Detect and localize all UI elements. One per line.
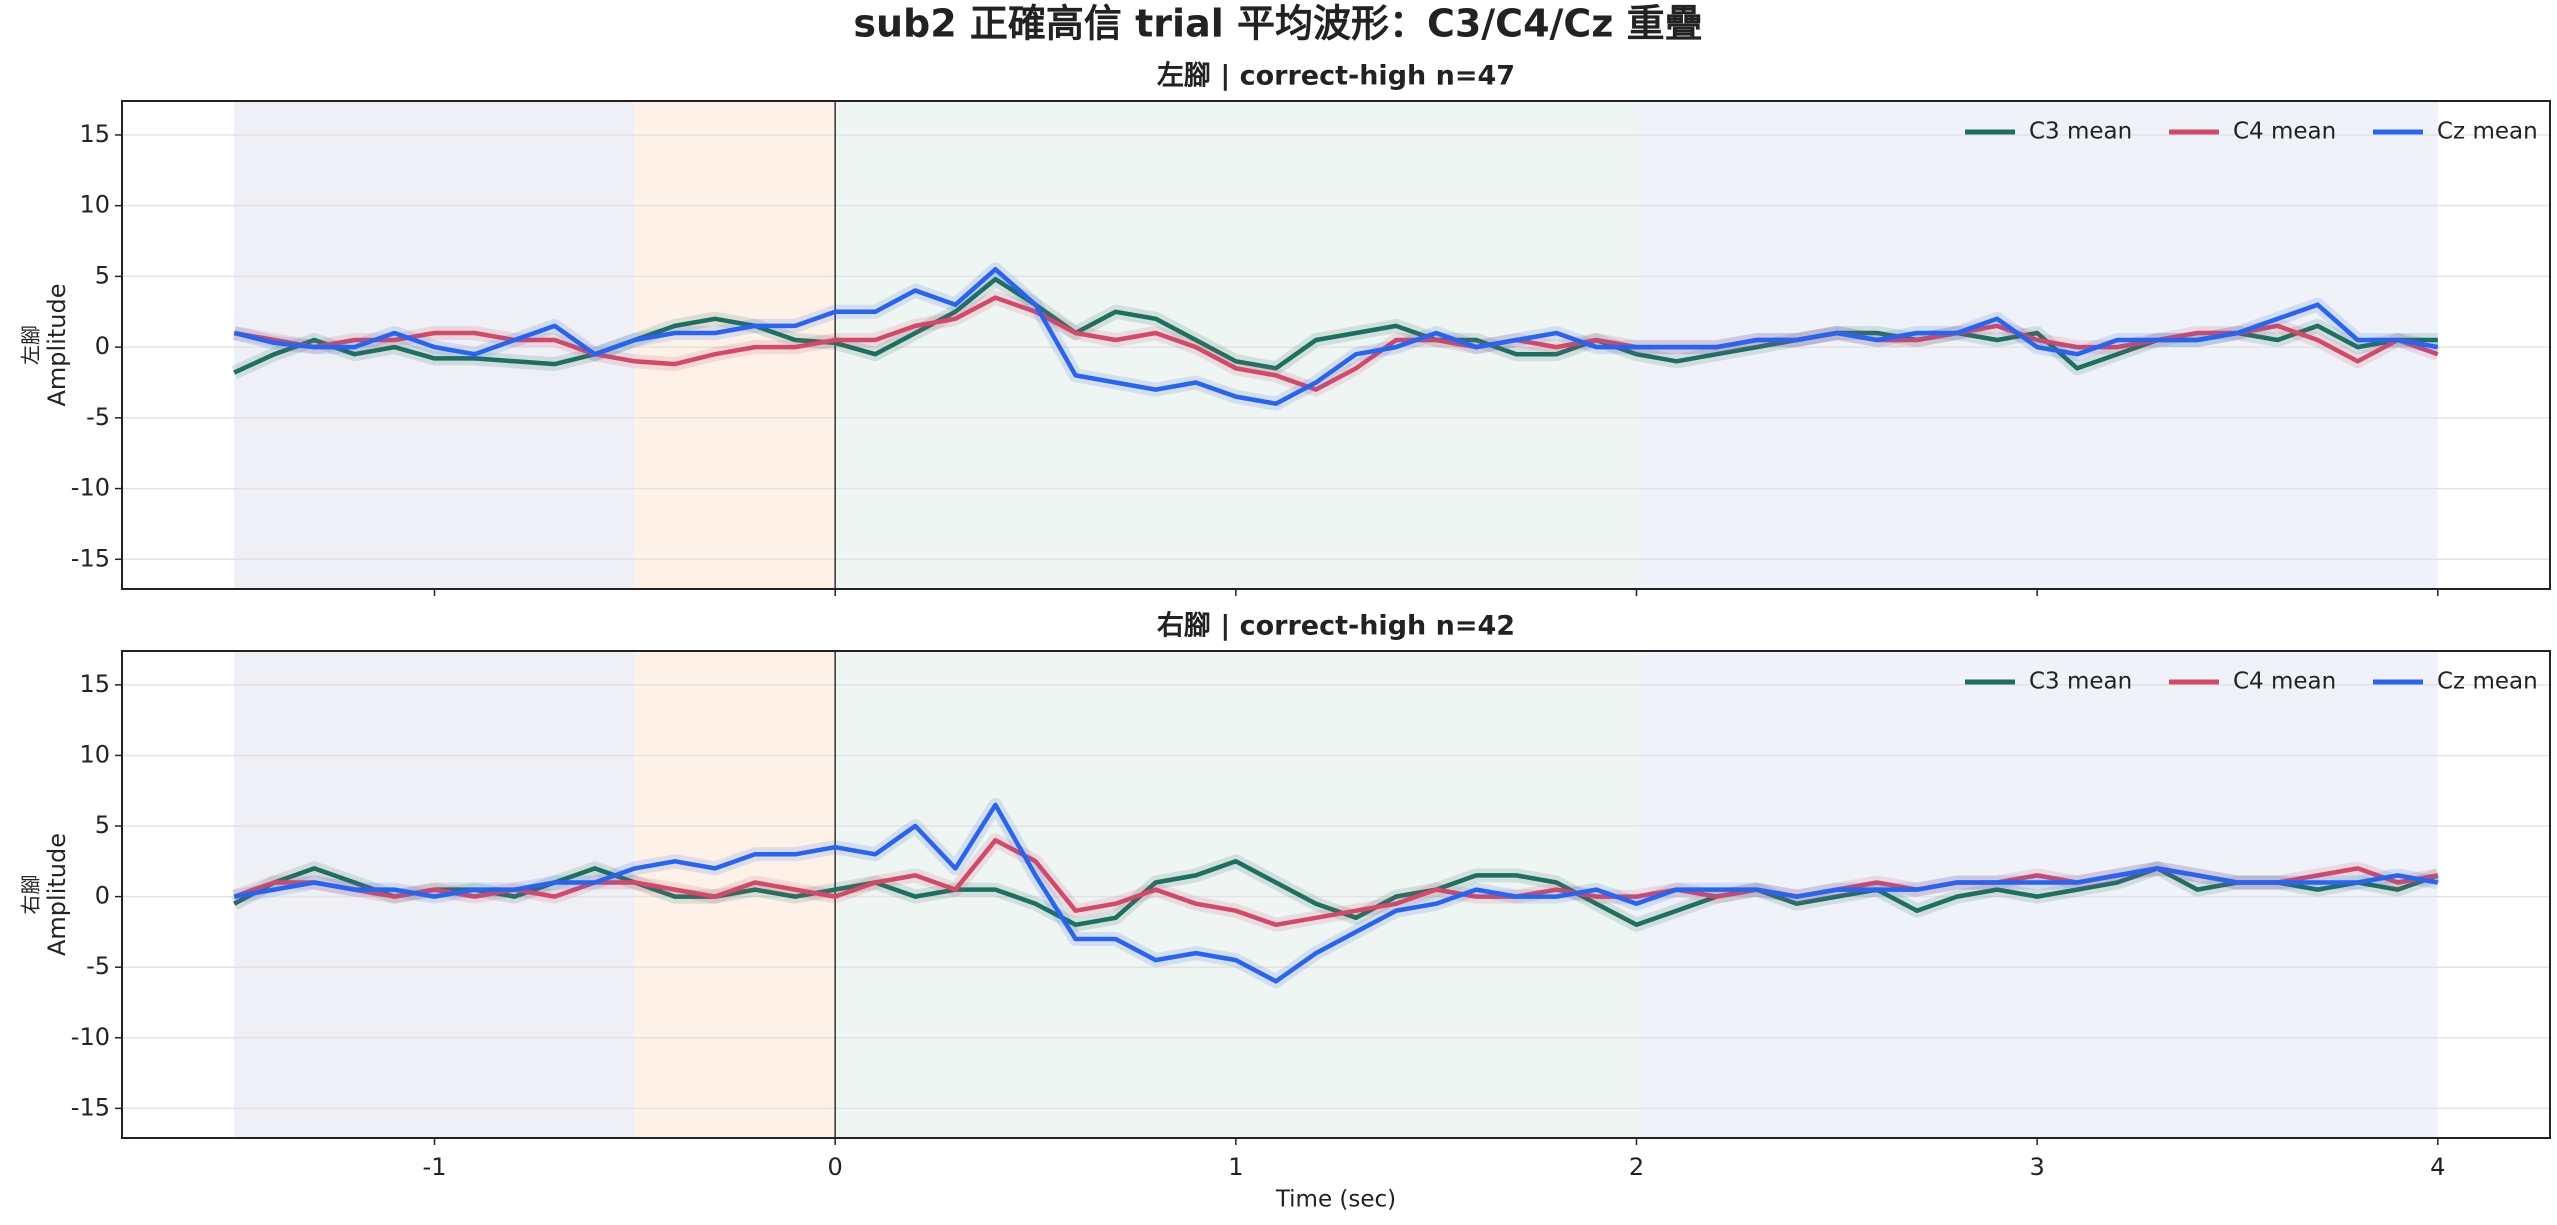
legend-label: Cz mean	[2437, 119, 2538, 145]
x-tick-label: 3	[2030, 1153, 2045, 1181]
y-tick-label: 5	[95, 811, 110, 839]
legend-label: C4 mean	[2233, 669, 2336, 695]
series-line	[233, 295, 2439, 392]
y-tick-label: -10	[71, 474, 110, 502]
x-tick-label: 2	[1629, 1153, 1644, 1181]
y-tick-label: 15	[79, 670, 110, 698]
series-line	[233, 802, 2439, 984]
plot-frame	[121, 100, 2551, 590]
legend-label: C3 mean	[2029, 669, 2132, 695]
x-tick-label: -1	[423, 1153, 447, 1181]
y-tick-label: 10	[79, 740, 110, 768]
y-tick-label: -10	[71, 1023, 110, 1051]
x-tick-label: 1	[1228, 1153, 1243, 1181]
y-tick-label: 0	[95, 882, 110, 910]
subplot-title: 左腳 | correct-high n=47	[1157, 61, 1515, 92]
y-axis-label: Amplitude	[43, 284, 71, 407]
legend-label: C3 mean	[2029, 119, 2132, 145]
series-line	[233, 859, 2439, 928]
y-tick-label: -5	[86, 952, 110, 980]
legend-label: Cz mean	[2437, 669, 2538, 695]
shaded-span	[835, 101, 1637, 589]
legend-label: C4 mean	[2233, 119, 2336, 145]
series-line	[233, 267, 2439, 406]
y-axis-label: 左腳	[19, 325, 43, 365]
subplot-title: 右腳 | correct-high n=42	[1157, 611, 1515, 642]
y-axis-label: Amplitude	[43, 833, 71, 956]
y-tick-label: -5	[86, 403, 110, 431]
x-tick-label: 0	[828, 1153, 843, 1181]
y-tick-label: 15	[79, 120, 110, 148]
y-tick-label: -15	[71, 1093, 110, 1121]
figure-title: sub2 正確高信 trial 平均波形：C3/C4/Cz 重疊	[853, 2, 1702, 46]
x-axis-label: Time (sec)	[1275, 1187, 1396, 1213]
y-tick-label: 5	[95, 261, 110, 289]
y-axis-label: 右腳	[19, 875, 43, 915]
y-tick-label: 0	[95, 332, 110, 360]
y-tick-label: 10	[79, 191, 110, 219]
plot-frame	[121, 650, 2551, 1139]
x-tick-label: 4	[2430, 1153, 2445, 1181]
y-tick-label: -15	[71, 544, 110, 572]
